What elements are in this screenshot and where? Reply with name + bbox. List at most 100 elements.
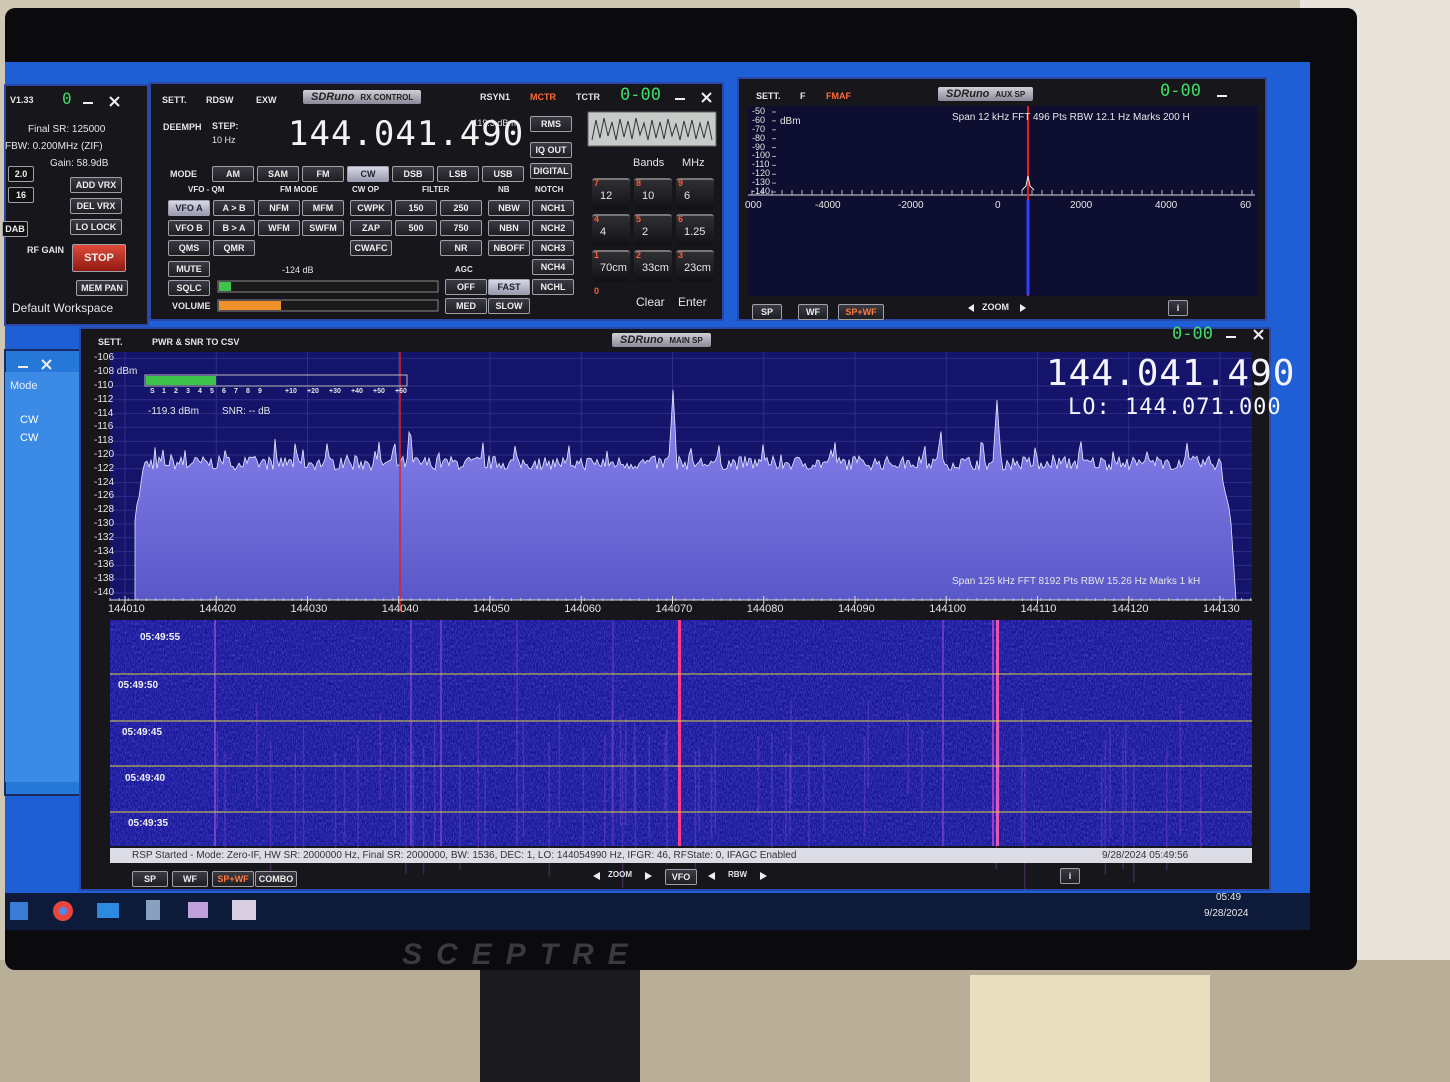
button[interactable]: CWPK [350, 200, 392, 216]
button[interactable]: LSB [437, 166, 479, 182]
field[interactable]: 16 [8, 187, 34, 203]
button[interactable]: SP [752, 304, 782, 320]
button[interactable]: A > B [213, 200, 255, 216]
tab[interactable]: FMAF [826, 92, 851, 102]
button[interactable]: SAM [257, 166, 299, 182]
y-tick-label: -114 [94, 408, 113, 419]
button[interactable]: IQ OUT [530, 142, 572, 158]
button[interactable]: NCH1 [532, 200, 574, 216]
time-label: 05:49:45 [122, 727, 162, 738]
button[interactable]: QMR [213, 240, 255, 256]
button[interactable]: NCH4 [532, 259, 574, 275]
key-number[interactable]: 0 [594, 287, 599, 297]
button[interactable]: SLOW [488, 298, 530, 314]
button[interactable]: MED [445, 298, 487, 314]
button[interactable]: NCHL [532, 279, 574, 295]
button[interactable]: MFM [302, 200, 344, 216]
meter-scale: 6 [222, 388, 226, 396]
button[interactable]: FAST [488, 279, 530, 295]
button[interactable]: 250 [440, 200, 482, 216]
y-tick-label: -138 [94, 573, 114, 584]
button[interactable]: NR [440, 240, 482, 256]
label: RF GAIN [27, 246, 64, 256]
button[interactable]: SP+WF [838, 304, 884, 320]
button[interactable]: MUTE [168, 261, 210, 277]
x-tick-label: -2000 [898, 200, 924, 211]
tab[interactable]: EXW [256, 96, 277, 106]
app-name: SDRuno [946, 88, 989, 100]
tab[interactable]: PWR & SNR TO CSV [152, 338, 239, 348]
key-label: 4 [600, 226, 606, 238]
button[interactable]: i [1168, 300, 1188, 316]
meter-scale: +40 [351, 388, 363, 396]
button[interactable]: STOP [72, 244, 126, 272]
button[interactable]: AM [212, 166, 254, 182]
button[interactable]: RMS [530, 116, 572, 132]
meter-scale: +50 [373, 388, 385, 396]
button[interactable]: DEL VRX [70, 198, 122, 214]
button[interactable]: ZOOM [608, 871, 632, 880]
button[interactable]: NCH3 [532, 240, 574, 256]
button[interactable]: ZOOM [982, 303, 1009, 313]
button[interactable]: LO LOCK [70, 219, 122, 235]
button[interactable]: SP [132, 871, 168, 887]
key-label[interactable]: Clear [636, 296, 665, 309]
button[interactable]: CWAFC [350, 240, 392, 256]
clock-time: 05:49 [1216, 892, 1241, 903]
tab[interactable]: RDSW [206, 96, 234, 106]
tab[interactable]: SETT. [98, 338, 123, 348]
tab[interactable]: F [800, 92, 806, 102]
x-tick-label: 0 [995, 200, 1001, 211]
button[interactable]: NFM [258, 200, 300, 216]
level: -119.3 dBm [148, 406, 199, 417]
button[interactable]: WF [172, 871, 208, 887]
button[interactable]: CW [347, 166, 389, 182]
button[interactable]: ZAP [350, 220, 392, 236]
button[interactable]: 500 [395, 220, 437, 236]
button[interactable]: NCH2 [532, 220, 574, 236]
button[interactable]: i [1060, 868, 1080, 884]
button[interactable]: VFO A [168, 200, 210, 216]
button[interactable]: WF [798, 304, 828, 320]
button[interactable]: SWFM [302, 220, 344, 236]
field[interactable]: 2.0 [8, 166, 34, 182]
button[interactable]: NBOFF [488, 240, 530, 256]
ui: V1.330Final SR: 125000FBW: 0.200MHz (ZIF… [0, 0, 1450, 1082]
button[interactable]: SP+WF [212, 871, 254, 887]
tab[interactable]: TCTR [576, 93, 600, 103]
button[interactable]: VFO [665, 869, 697, 885]
button[interactable]: DIGITAL [530, 163, 572, 179]
button[interactable]: USB [482, 166, 524, 182]
button[interactable]: ADD VRX [70, 177, 122, 193]
button[interactable]: FM [302, 166, 344, 182]
button[interactable]: RBW [728, 871, 747, 880]
button[interactable]: SQLC [168, 280, 210, 296]
y-tick-label: -134 [94, 546, 114, 557]
button[interactable]: DSB [392, 166, 434, 182]
button[interactable]: 750 [440, 220, 482, 236]
button[interactable]: OFF [445, 279, 487, 295]
button[interactable]: VFO B [168, 220, 210, 236]
field[interactable]: DAB [2, 221, 28, 237]
tab[interactable]: SETT. [756, 92, 781, 102]
button[interactable]: COMBO [255, 871, 297, 887]
y-tick-label: -130 [94, 518, 114, 529]
tab[interactable]: MCTR [530, 93, 556, 103]
key-label[interactable]: Enter [678, 296, 707, 309]
key-number: 1 [594, 251, 599, 261]
tab[interactable]: RSYN1 [480, 93, 510, 103]
button[interactable]: NBW [488, 200, 530, 216]
x-tick-label: 144100 [929, 603, 966, 615]
tab[interactable]: SETT. [162, 96, 187, 106]
button[interactable]: MEM PAN [76, 280, 128, 296]
x-tick-label: 144010 [108, 603, 145, 615]
button[interactable]: QMS [168, 240, 210, 256]
y-tick-label: -112 [94, 394, 113, 405]
button[interactable]: WFM [258, 220, 300, 236]
button[interactable]: NBN [488, 220, 530, 236]
button[interactable]: B > A [213, 220, 255, 236]
button[interactable]: 150 [395, 200, 437, 216]
key-label: 6 [684, 190, 690, 202]
y-tick-label: -120 [94, 449, 114, 460]
x-tick-label: 144020 [199, 603, 236, 615]
